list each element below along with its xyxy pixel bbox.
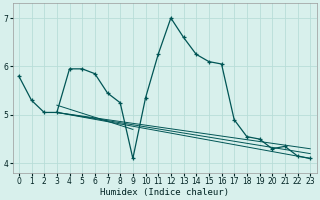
X-axis label: Humidex (Indice chaleur): Humidex (Indice chaleur) <box>100 188 229 197</box>
